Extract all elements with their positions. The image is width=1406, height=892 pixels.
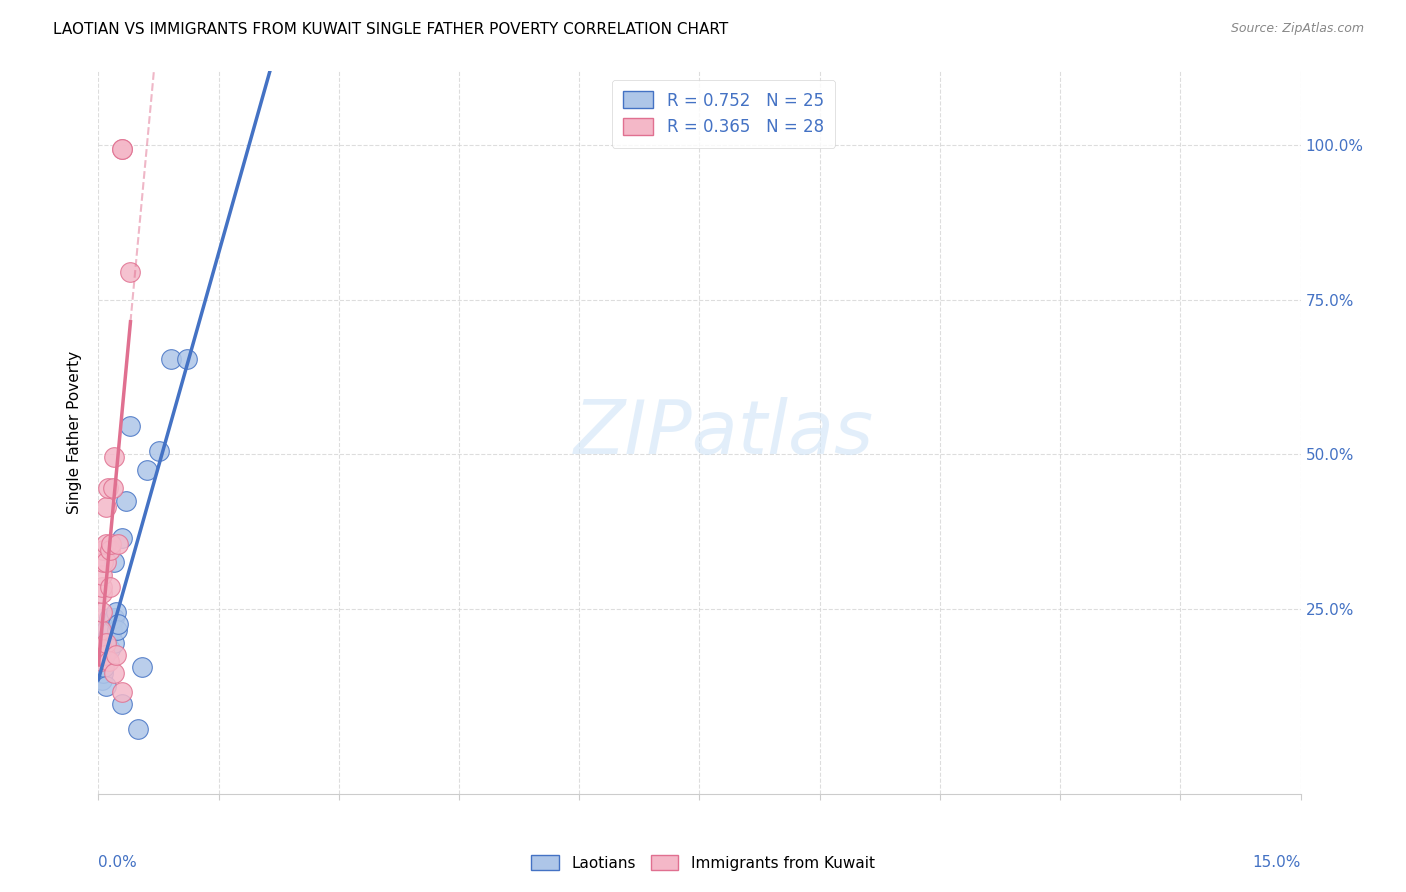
Legend: Laotians, Immigrants from Kuwait: Laotians, Immigrants from Kuwait [522, 846, 884, 880]
Point [100, 537, 122, 551]
Text: 0.0%: 0.0% [98, 855, 138, 871]
Point [100, 543, 122, 558]
Point [107, 617, 129, 632]
Point [94, 635, 117, 649]
Point [159, 351, 181, 366]
Y-axis label: Single Father Poverty: Single Father Poverty [67, 351, 83, 514]
Point [94, 648, 117, 662]
Point [93, 660, 115, 674]
Point [111, 698, 134, 712]
Point [91, 567, 114, 582]
Point [90, 605, 112, 619]
Point [91, 586, 114, 600]
Point [90, 641, 112, 656]
Point [111, 142, 134, 156]
Point [111, 685, 134, 699]
Point [105, 648, 128, 662]
Point [91, 666, 114, 681]
Point [135, 463, 157, 477]
Point [111, 531, 134, 545]
Legend: R = 0.752   N = 25, R = 0.365   N = 28: R = 0.752 N = 25, R = 0.365 N = 28 [612, 79, 835, 148]
Point [103, 450, 125, 465]
Point [100, 580, 122, 594]
Point [97, 481, 120, 495]
Point [105, 605, 128, 619]
Point [97, 629, 120, 643]
Point [100, 641, 122, 656]
Point [101, 624, 124, 638]
Point [103, 635, 125, 649]
Point [91, 635, 114, 649]
Text: LAOTIAN VS IMMIGRANTS FROM KUWAIT SINGLE FATHER POVERTY CORRELATION CHART: LAOTIAN VS IMMIGRANTS FROM KUWAIT SINGLE… [53, 22, 728, 37]
Point [96, 624, 118, 638]
Point [96, 500, 118, 514]
Point [103, 555, 125, 569]
Point [96, 555, 118, 569]
Point [103, 611, 125, 625]
Point [115, 493, 138, 508]
Point [120, 419, 142, 434]
Point [101, 481, 124, 495]
Point [90, 624, 112, 638]
Point [103, 666, 125, 681]
Point [97, 654, 120, 668]
Point [90, 654, 112, 668]
Point [131, 660, 153, 674]
Point [100, 617, 122, 632]
Point [97, 611, 120, 625]
Point [176, 351, 198, 366]
Text: Source: ZipAtlas.com: Source: ZipAtlas.com [1230, 22, 1364, 36]
Point [111, 142, 134, 156]
Text: 15.0%: 15.0% [1253, 855, 1301, 871]
Point [96, 679, 118, 693]
Point [90, 648, 112, 662]
Point [128, 722, 150, 736]
Point [91, 580, 114, 594]
Point [105, 624, 128, 638]
Text: ZIPatlas: ZIPatlas [574, 397, 873, 468]
Point [91, 543, 114, 558]
Point [96, 537, 118, 551]
Point [120, 265, 142, 279]
Point [91, 555, 114, 569]
Point [107, 537, 129, 551]
Point [148, 444, 170, 458]
Point [91, 673, 114, 687]
